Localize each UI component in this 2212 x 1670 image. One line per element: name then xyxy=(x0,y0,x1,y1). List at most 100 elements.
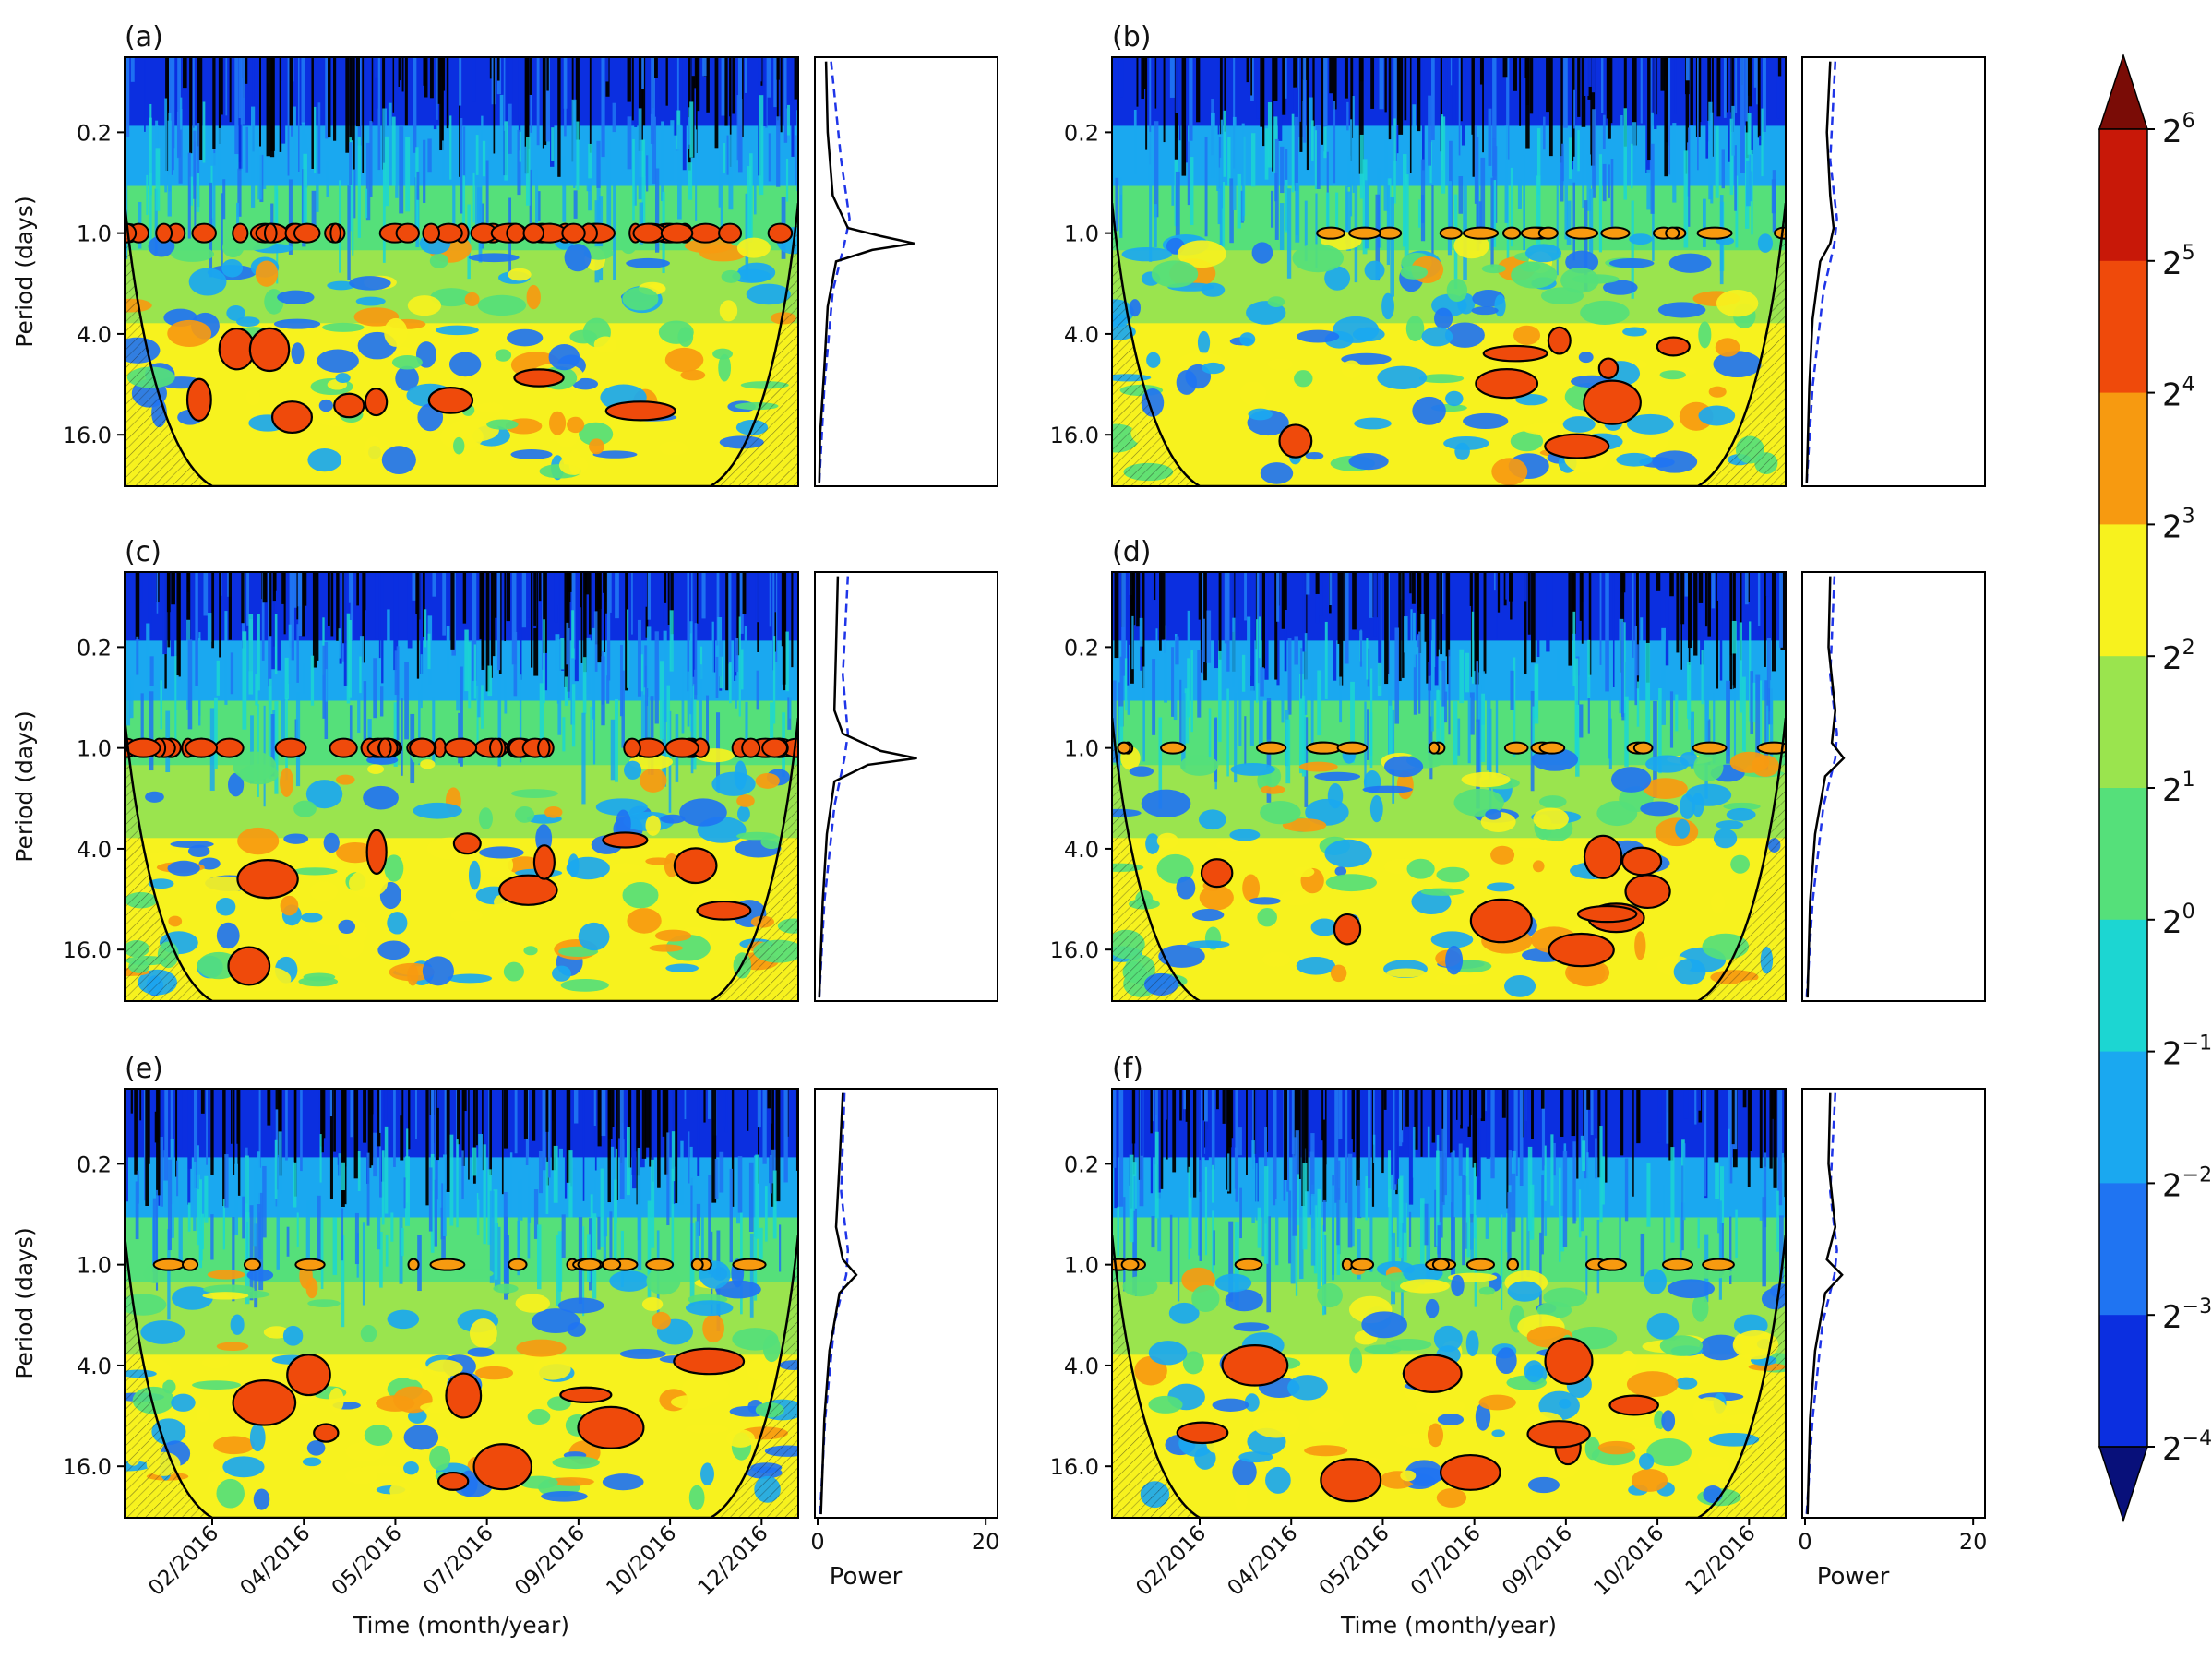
power-blob xyxy=(1640,801,1679,817)
panel-label: (b) xyxy=(1112,21,1151,54)
power-blob xyxy=(403,1425,439,1450)
power-blob xyxy=(510,789,558,798)
hf-streak xyxy=(1700,572,1704,665)
power-blob xyxy=(1626,1371,1679,1398)
hf-streak xyxy=(1352,572,1357,630)
hf-streak xyxy=(1521,1215,1524,1281)
hf-streak xyxy=(433,57,437,130)
significant-region xyxy=(1544,433,1610,459)
power-blob xyxy=(1427,1423,1444,1448)
hf-streak xyxy=(242,631,247,730)
hf-streak xyxy=(520,1178,523,1221)
hf-streak xyxy=(586,637,591,694)
hf-streak xyxy=(1670,1147,1675,1243)
hf-streak xyxy=(1512,1151,1516,1196)
hf-streak xyxy=(1154,57,1157,109)
hf-streak xyxy=(1263,1166,1269,1264)
global-power-frame xyxy=(814,56,998,487)
hf-streak xyxy=(293,572,297,608)
hf-streak xyxy=(738,572,744,634)
hf-streak xyxy=(1680,572,1685,625)
power-blob xyxy=(1369,795,1383,823)
hf-streak xyxy=(1465,1147,1469,1223)
hf-streak xyxy=(1599,1126,1603,1223)
hf-streak xyxy=(1507,1192,1512,1262)
hf-streak xyxy=(305,1200,310,1258)
hf-streak xyxy=(1536,128,1541,196)
hf-streak xyxy=(504,121,508,181)
power-blob xyxy=(1433,1325,1463,1353)
hf-streak xyxy=(155,148,161,211)
hf-streak xyxy=(718,128,721,208)
power-blob xyxy=(1714,328,1738,338)
hf-streak xyxy=(1132,1210,1135,1294)
hf-streak xyxy=(1404,57,1407,121)
hf-streak xyxy=(339,572,342,664)
power-blob xyxy=(1471,306,1499,316)
significant-region xyxy=(1469,898,1533,944)
hf-streak xyxy=(1622,622,1626,714)
hf-streak xyxy=(1408,572,1412,594)
hf-streak xyxy=(1747,113,1752,155)
power-blob xyxy=(167,860,200,877)
colorbar-tick-label: 26 xyxy=(2162,110,2195,150)
hf-streak xyxy=(1495,697,1499,777)
hf-streak xyxy=(1704,572,1708,627)
power-blob xyxy=(1622,327,1647,337)
significant-region xyxy=(1176,1421,1229,1445)
hf-streak xyxy=(1472,1089,1477,1168)
hf-streak xyxy=(581,712,586,805)
hf-streak xyxy=(610,1146,615,1200)
hf-streak xyxy=(1402,572,1405,678)
power-blob xyxy=(381,446,416,474)
power-blob xyxy=(364,436,383,464)
hf-streak xyxy=(365,142,371,221)
power-blob xyxy=(1129,766,1154,777)
hf-streak xyxy=(1178,57,1181,141)
power-blob xyxy=(435,325,479,336)
hf-streak xyxy=(1386,185,1390,266)
hf-streak xyxy=(781,572,785,647)
hf-streak xyxy=(711,1089,717,1203)
hf-streak xyxy=(1359,57,1364,82)
hf-streak xyxy=(250,106,256,208)
hf-streak xyxy=(1546,57,1550,113)
hf-streak xyxy=(758,1089,759,1184)
hf-streak xyxy=(571,610,575,659)
hf-streak xyxy=(412,572,416,601)
hf-streak xyxy=(1206,610,1212,663)
hf-streak xyxy=(1632,57,1637,146)
hf-streak xyxy=(1647,57,1651,161)
y-tick-label: 0.2 xyxy=(1064,1151,1099,1177)
hf-streak xyxy=(1181,1089,1184,1124)
colorbar-tick-label: 24 xyxy=(2162,374,2195,414)
significant-region xyxy=(1583,379,1642,425)
hf-streak xyxy=(359,636,365,669)
hf-streak xyxy=(706,695,710,756)
hf-streak xyxy=(1745,57,1748,122)
hf-streak xyxy=(1417,57,1421,132)
power-blob xyxy=(1214,1273,1252,1293)
hf-streak xyxy=(477,651,481,718)
hf-streak xyxy=(1274,138,1279,240)
hf-streak xyxy=(727,572,732,664)
hf-streak xyxy=(1114,572,1119,659)
hf-streak xyxy=(1333,572,1337,681)
hf-streak xyxy=(1536,572,1540,658)
hf-streak xyxy=(479,572,484,639)
y-tick-label: 1.0 xyxy=(1064,221,1099,247)
hf-streak xyxy=(245,1212,250,1305)
hf-streak xyxy=(1295,1130,1299,1210)
hf-streak xyxy=(538,1150,544,1194)
hf-streak xyxy=(481,115,484,180)
hf-streak xyxy=(1141,57,1144,100)
significant-region xyxy=(1548,932,1615,968)
hf-streak xyxy=(333,1089,336,1152)
hf-streak xyxy=(1357,1089,1358,1171)
power-blob xyxy=(646,1267,681,1295)
power-blob xyxy=(712,348,733,360)
hf-streak xyxy=(404,662,409,740)
hf-streak xyxy=(1150,1089,1153,1134)
